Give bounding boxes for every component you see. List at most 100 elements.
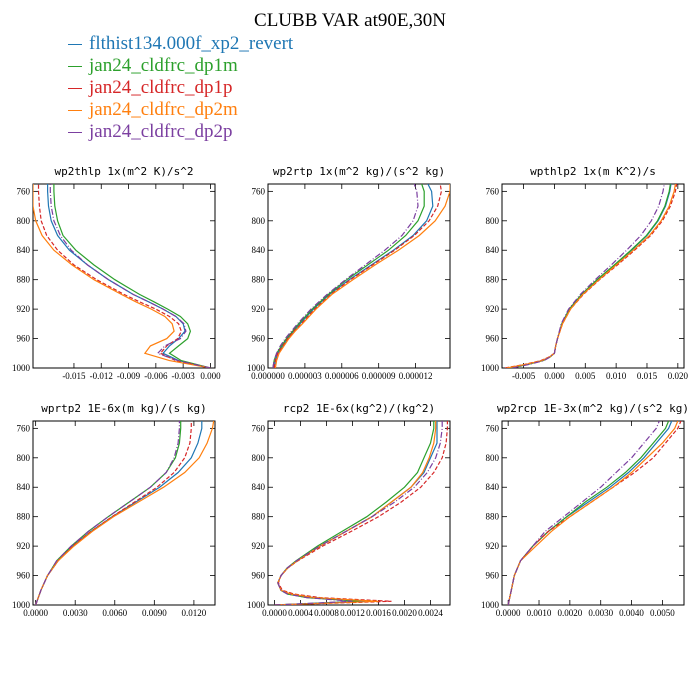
panel-title: rcp2 1E-6x(kg^2)/(kg^2) bbox=[283, 402, 435, 415]
y-tick-label: 840 bbox=[252, 245, 266, 255]
x-tick-label: 0.0008 bbox=[314, 608, 339, 618]
y-tick-label: 840 bbox=[17, 482, 31, 492]
y-tick-label: 760 bbox=[486, 423, 500, 433]
x-tick-label: 0.005 bbox=[575, 371, 596, 381]
panel: wpthlp2 1x(m K^2)/s 760 800 840 880 920 960 100… bbox=[481, 165, 688, 381]
x-tick-label: -0.015 bbox=[62, 371, 86, 381]
panel: rcp2 1E-6x(kg^2)/(kg^2) 760 800 840 880 920 96… bbox=[247, 402, 451, 618]
y-tick-label: 800 bbox=[252, 453, 266, 463]
x-tick-label: 0.0010 bbox=[527, 608, 552, 618]
x-tick-label: 0.000 bbox=[200, 371, 221, 381]
y-tick-label: 840 bbox=[486, 245, 500, 255]
x-tick-label: 0.0016 bbox=[366, 608, 391, 618]
series-line bbox=[37, 184, 211, 368]
series-line bbox=[274, 421, 438, 605]
y-tick-label: 760 bbox=[17, 186, 31, 196]
plot-frame bbox=[32, 420, 216, 606]
series-line bbox=[33, 184, 211, 368]
y-tick-label: 800 bbox=[486, 453, 500, 463]
y-tick-label: 920 bbox=[486, 541, 500, 551]
y-tick-label: 960 bbox=[17, 334, 31, 344]
y-tick-label: 760 bbox=[17, 423, 31, 433]
series-line bbox=[274, 421, 437, 605]
series-line bbox=[273, 184, 434, 368]
x-tick-label: 0.010 bbox=[606, 371, 627, 381]
x-tick-label: 0.0050 bbox=[650, 608, 675, 618]
x-tick-label: 0.0000 bbox=[496, 608, 521, 618]
x-tick-label: -0.009 bbox=[117, 371, 141, 381]
series-line bbox=[46, 184, 211, 368]
x-tick-label: 0.0004 bbox=[288, 608, 313, 618]
legend: flthist134.000f_xp2_revert jan24_cldfrc_… bbox=[68, 33, 293, 143]
panel-title: wp2thlp 1x(m^2 K)/s^2 bbox=[54, 165, 193, 178]
x-tick-label: 0.0000 bbox=[262, 608, 287, 618]
series-line bbox=[512, 184, 665, 368]
x-tick-label: 0.0030 bbox=[63, 608, 88, 618]
panel: wprtp2 1E-6x(m kg)/(s kg) 760 800 840 880 920… bbox=[12, 402, 216, 618]
panel-title: wp2rcp 1E-3x(m^2 kg)/(s^2 kg) bbox=[497, 402, 689, 415]
series-line bbox=[272, 184, 425, 368]
legend-swatch bbox=[68, 110, 82, 112]
series-line bbox=[507, 421, 673, 605]
y-tick-label: 960 bbox=[17, 571, 31, 581]
plot-frame bbox=[267, 183, 451, 369]
x-tick-label: 0.0040 bbox=[619, 608, 644, 618]
y-tick-label: 760 bbox=[252, 186, 266, 196]
y-tick-label: 800 bbox=[252, 216, 266, 226]
y-tick-label: 920 bbox=[17, 541, 31, 551]
legend-swatch bbox=[68, 44, 82, 46]
panel-title: wp2rtp 1x(m^2 kg)/(s^2 kg) bbox=[273, 165, 445, 178]
legend-label: jan24_cldfrc_dp2p bbox=[89, 121, 233, 142]
x-tick-label: 0.0030 bbox=[588, 608, 613, 618]
series-line bbox=[507, 421, 670, 605]
series-line bbox=[274, 421, 448, 605]
plot-frame bbox=[501, 183, 685, 369]
y-tick-label: 760 bbox=[486, 186, 500, 196]
series-line bbox=[53, 184, 211, 368]
series-line bbox=[35, 421, 215, 605]
series-line bbox=[272, 184, 419, 368]
y-tick-label: 800 bbox=[17, 216, 31, 226]
legend-item: jan24_cldfrc_dp2p bbox=[68, 121, 293, 143]
y-tick-label: 840 bbox=[486, 482, 500, 492]
y-tick-label: 1000 bbox=[12, 600, 31, 610]
y-tick-label: 1000 bbox=[247, 600, 266, 610]
legend-swatch bbox=[68, 132, 82, 134]
legend-label: flthist134.000f_xp2_revert bbox=[89, 33, 294, 54]
legend-item: flthist134.000f_xp2_revert bbox=[68, 33, 293, 55]
x-tick-label: 0.0060 bbox=[102, 608, 127, 618]
y-tick-label: 920 bbox=[252, 541, 266, 551]
y-tick-label: 920 bbox=[17, 304, 31, 314]
x-tick-label: 0.000 bbox=[544, 371, 565, 381]
legend-swatch bbox=[68, 66, 82, 68]
y-tick-label: 880 bbox=[17, 275, 31, 285]
x-tick-label: 0.000009 bbox=[362, 371, 396, 381]
x-tick-label: 0.000012 bbox=[399, 371, 433, 381]
y-tick-label: 960 bbox=[486, 334, 500, 344]
x-tick-label: 0.0090 bbox=[142, 608, 167, 618]
x-tick-label: 0.0000 bbox=[23, 608, 48, 618]
y-tick-label: 760 bbox=[252, 423, 266, 433]
series-line bbox=[507, 421, 682, 605]
series-line bbox=[273, 184, 443, 368]
series-line bbox=[507, 421, 679, 605]
x-tick-label: 0.000006 bbox=[325, 371, 359, 381]
x-tick-label: 0.0020 bbox=[392, 608, 417, 618]
series-line bbox=[508, 184, 672, 368]
y-tick-label: 960 bbox=[486, 571, 500, 581]
x-tick-label: 0.000000 bbox=[251, 371, 285, 381]
y-tick-label: 880 bbox=[252, 512, 266, 522]
y-tick-label: 840 bbox=[17, 245, 31, 255]
panel-title: wpthlp2 1x(m K^2)/s bbox=[530, 165, 656, 178]
series-line bbox=[504, 184, 678, 368]
x-tick-label: -0.005 bbox=[512, 371, 536, 381]
y-tick-label: 880 bbox=[486, 275, 500, 285]
series-line bbox=[506, 184, 676, 368]
y-tick-label: 1000 bbox=[12, 363, 31, 373]
y-tick-label: 880 bbox=[486, 512, 500, 522]
legend-item: jan24_cldfrc_dp1m bbox=[68, 55, 293, 77]
figure-title: CLUBB VAR at90E,30N bbox=[254, 10, 446, 31]
panel: wp2rtp 1x(m^2 kg)/(s^2 kg) 760 800 840 880 92… bbox=[247, 165, 451, 381]
x-tick-label: -0.012 bbox=[90, 371, 113, 381]
x-tick-label: 0.0120 bbox=[182, 608, 207, 618]
